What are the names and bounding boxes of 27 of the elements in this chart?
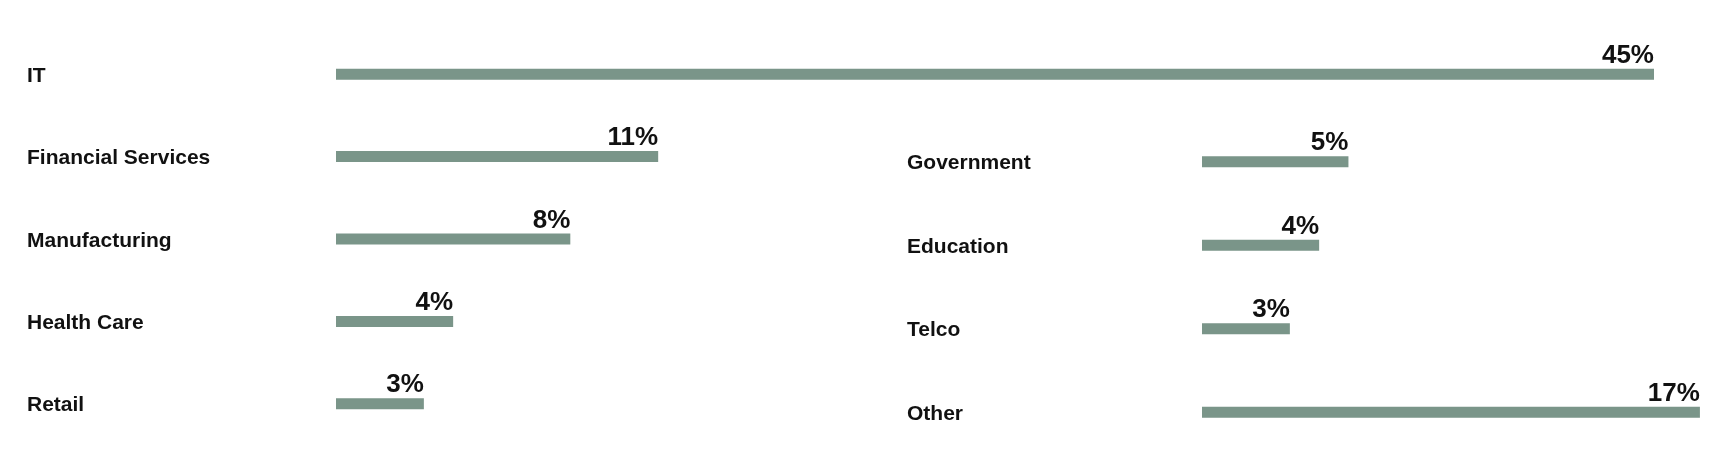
bar <box>1202 323 1290 335</box>
data-label: 11% <box>607 121 659 152</box>
y-tick-label: Other <box>907 400 964 424</box>
y-tick-label: IT <box>27 62 46 86</box>
bar <box>336 68 1654 80</box>
y-tick-label: Education <box>907 233 1009 257</box>
bar <box>336 315 454 327</box>
data-label: 4% <box>1281 209 1320 240</box>
data-label: 3% <box>1252 293 1290 324</box>
data-label: 8% <box>532 203 571 234</box>
y-tick-label: Manufacturing <box>27 227 172 251</box>
y-tick-label: Financial Services <box>27 145 211 169</box>
bar <box>1202 156 1349 168</box>
data-label: 3% <box>386 368 424 399</box>
y-tick-label: Telco <box>907 317 961 341</box>
bar <box>336 233 571 245</box>
data-label: 17% <box>1647 376 1700 407</box>
data-label: 4% <box>415 285 454 316</box>
y-tick-label: Health Care <box>27 309 144 333</box>
data-label: 45% <box>1601 38 1654 69</box>
y-tick-label: Retail <box>27 392 85 416</box>
y-tick-label: Government <box>907 150 1031 174</box>
bar <box>1202 406 1700 418</box>
bar <box>336 398 424 410</box>
bar <box>336 151 659 163</box>
data-label: 5% <box>1310 126 1349 157</box>
bar <box>1202 239 1320 251</box>
